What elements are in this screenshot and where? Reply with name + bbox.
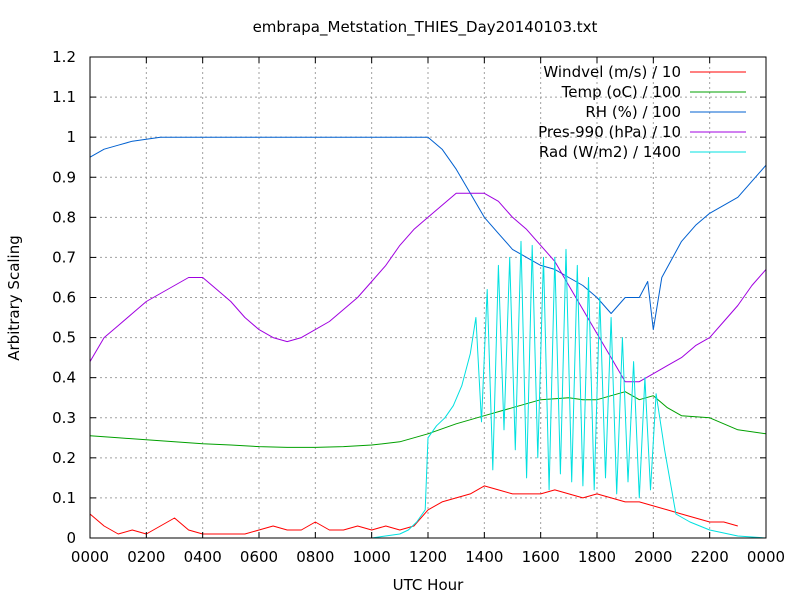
series-line-4 <box>89 192 767 383</box>
series-line-2 <box>89 391 767 448</box>
x-tick-label: 1600 <box>522 548 560 566</box>
x-tick-label: 0200 <box>127 548 165 566</box>
y-tick-label: 0.1 <box>52 489 76 507</box>
x-tick-label: 1200 <box>409 548 447 566</box>
y-tick-label: 0.8 <box>52 208 76 226</box>
y-tick-label: 0.7 <box>52 248 76 266</box>
x-tick-label: 0000 <box>747 548 785 566</box>
y-tick-label: 0 <box>66 529 76 547</box>
y-tick-label: 0.5 <box>52 329 76 347</box>
series-line-1 <box>89 485 738 535</box>
x-tick-label: 0000 <box>71 548 109 566</box>
x-tick-label: 0400 <box>184 548 222 566</box>
x-tick-label: 1800 <box>578 548 616 566</box>
y-axis-label: Arbitrary Scaling <box>5 235 23 361</box>
x-tick-label: 0600 <box>240 548 278 566</box>
series-lines <box>89 136 767 539</box>
y-tick-label: 0.2 <box>52 449 76 467</box>
y-tick-label: 0.6 <box>52 289 76 307</box>
series-line-5 <box>90 240 767 539</box>
x-axis-label: UTC Hour <box>393 576 464 594</box>
y-tick-label: 1.1 <box>52 88 76 106</box>
y-tick-label: 0.3 <box>52 409 76 427</box>
x-tick-label: 1000 <box>353 548 391 566</box>
series-line-3 <box>89 136 767 331</box>
y-tick-label: 1 <box>66 128 76 146</box>
x-tick-label: 0800 <box>296 548 334 566</box>
y-axis-tick-labels: 0 0.1 0.2 0.3 0.4 0.5 0.6 0.7 0.8 0.9 1 1.1 1.2 <box>52 48 76 547</box>
legend-label: Windvel (m/s) / 10 <box>543 63 681 81</box>
legend: Windvel (m/s) / 10 Temp (oC) / 100 RH (%) … <box>538 63 746 161</box>
chart-title: embrapa_Metstation_THIES_Day20140103.txt <box>253 18 598 37</box>
x-tick-label: 2200 <box>691 548 729 566</box>
y-tick-label: 0.9 <box>52 168 76 186</box>
legend-label: Pres-990 (hPa) / 10 <box>538 123 681 141</box>
x-tick-label: 2000 <box>634 548 672 566</box>
y-tick-label: 0.4 <box>52 369 76 387</box>
legend-label: RH (%) / 100 <box>585 103 681 121</box>
y-tick-label: 1.2 <box>52 48 76 66</box>
x-tick-label: 1400 <box>465 548 503 566</box>
legend-label: Rad (W/m2) / 1400 <box>539 143 681 161</box>
axis-ticks <box>89 56 767 539</box>
legend-label: Temp (oC) / 100 <box>561 83 681 101</box>
x-axis-tick-labels: 0000 0200 0400 0600 0800 1000 1200 1400 1600 1800… <box>71 548 785 566</box>
